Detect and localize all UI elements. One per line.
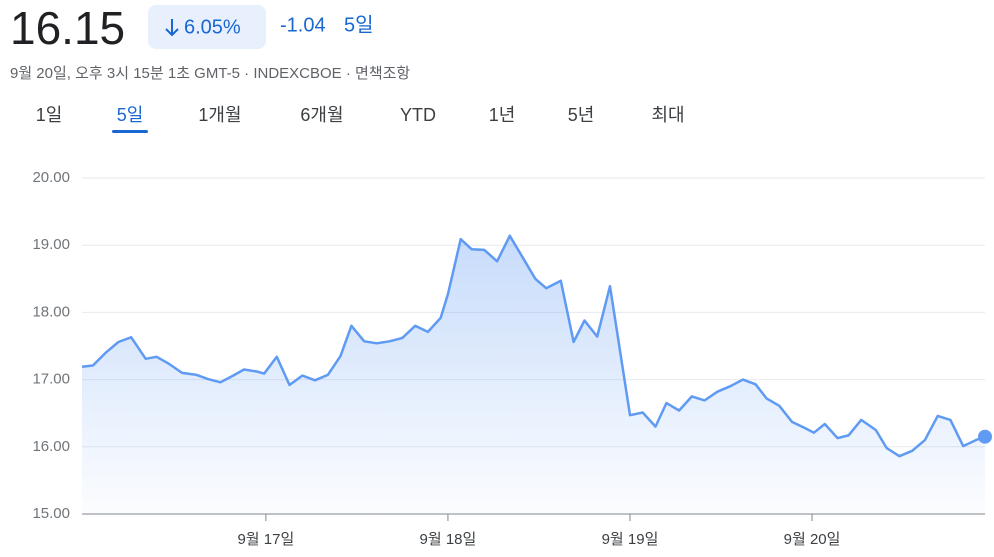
y-tick-label: 19.00 [32, 236, 70, 253]
x-tick-label: 9월 20일 [784, 531, 841, 548]
change-value: -1.04 [280, 14, 326, 36]
tab[interactable]: 1년 [489, 105, 516, 125]
y-tick-label: 17.00 [32, 371, 70, 388]
x-tick-label: 9월 18일 [420, 531, 477, 548]
tab[interactable]: 5년 [568, 105, 595, 125]
last-point [978, 429, 992, 444]
down-arrow-icon [165, 19, 179, 37]
price-line [81, 234, 986, 458]
y-tick-label: 16.00 [32, 438, 70, 455]
price: 16.15 [10, 2, 125, 54]
change-badge [148, 5, 266, 49]
change-period: 5일 [344, 13, 374, 36]
tab[interactable]: 6개월 [300, 105, 343, 125]
x-tick-label: 9월 19일 [602, 531, 659, 548]
change-percent: 6.05% [184, 16, 241, 38]
area [82, 235, 985, 515]
tab-underline [112, 130, 148, 133]
tab-bar: 1일 5일 1개월 6개월 YTD 1년 5년 최대 [36, 105, 685, 133]
x-tick-label: 9월 17일 [237, 531, 294, 548]
y-tick-label: 20.00 [32, 169, 70, 186]
tab[interactable]: 최대 [651, 105, 684, 125]
y-tick-label: 15.00 [32, 505, 70, 522]
tab[interactable]: YTD [400, 105, 436, 125]
tab[interactable]: 1개월 [198, 105, 241, 125]
tab[interactable]: 5일 [117, 105, 144, 125]
y-tick-label: 18.00 [32, 303, 70, 320]
tab[interactable]: 1일 [36, 105, 63, 125]
timestamp: 9월 20일, 오후 3시 15분 1초 GMT-5 · INDEXCBOE ·… [10, 65, 410, 82]
chart: 15.00 16.00 17.00 18.00 19.00 20.00 9월 17일 9월 1… [32, 169, 992, 548]
